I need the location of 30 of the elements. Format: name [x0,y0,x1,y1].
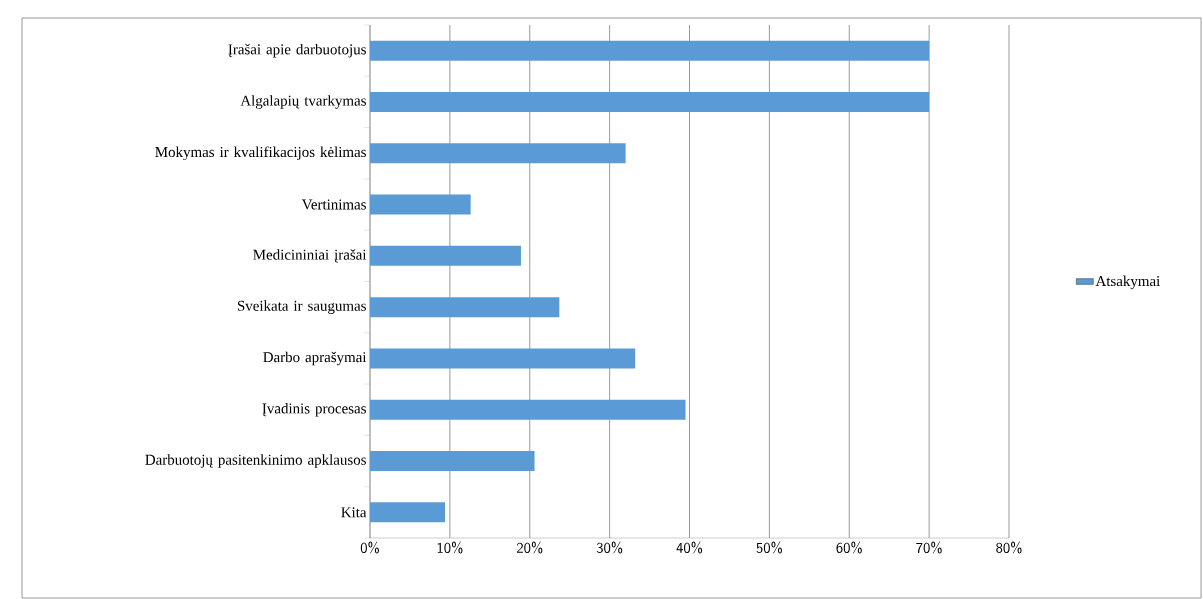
x-tick-label: 50% [756,541,782,554]
bar [370,502,446,523]
bar [370,399,686,420]
x-tick-label: 40% [676,541,703,554]
legend-label: Atsakymai [1095,275,1160,290]
x-tick-label: 30% [596,541,623,554]
bar [370,348,636,369]
x-tick-label: 80% [996,541,1022,554]
bar [370,40,930,61]
y-tick-label: Kita [341,507,367,518]
bar [370,245,521,266]
bar [370,451,535,472]
x-tick-label: 60% [836,541,862,554]
y-tick-label: Darbuotojų pasitenkinimo apklausos [145,454,366,468]
y-tick-label: Darbo aprašymai [263,351,367,366]
bar [370,194,471,215]
bar [370,297,560,318]
x-tick-label: 70% [916,541,942,554]
y-tick-label: Medicininiai įrašai [253,249,367,263]
y-tick-label: Įrašai apie darbuotojus [228,43,366,58]
y-tick-label: Įvadinis procesas [262,402,366,417]
y-tick-label: Sveikata ir saugumas [237,300,366,314]
bar [370,143,626,164]
x-tick-label: 10% [437,541,463,554]
y-tick-label: Vertinimas [301,199,366,210]
x-tick-label: 20% [516,541,543,554]
y-tick-label: Algalapių tvarkymas [240,95,366,109]
bar [370,91,930,112]
x-tick-label: 0% [360,541,379,554]
y-tick-label: Mokymas ir kvalifikacijos kėlimas [155,146,366,161]
